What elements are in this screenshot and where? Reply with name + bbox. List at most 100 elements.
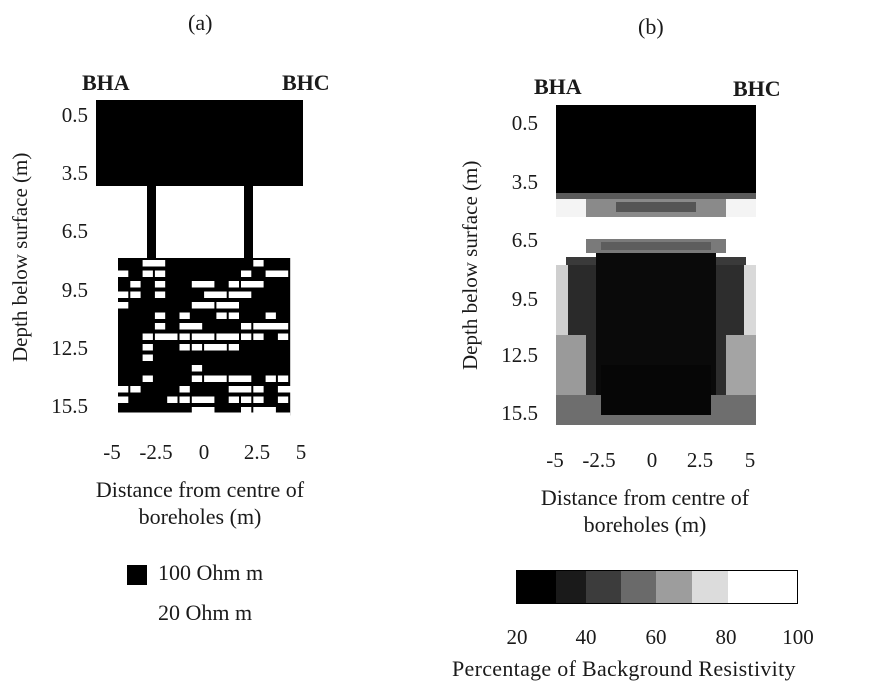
panel-a-cell	[277, 386, 301, 393]
colorbar-label: Percentage of Background Resistivity	[452, 656, 796, 681]
panel-b-ytick: 3.5	[511, 170, 538, 194]
panel-a-cell	[228, 375, 252, 382]
panel-b-cell	[601, 365, 711, 415]
panel-a-cell	[191, 333, 215, 340]
panel-a-xlabel: Distance from centre of boreholes (m)	[60, 476, 340, 530]
panel-b-xtick: -5	[546, 448, 564, 472]
panel-b-cell	[616, 202, 696, 212]
panel-a-cell	[191, 365, 203, 372]
legend-label-100-ohm: 100 Ohm m	[158, 560, 264, 585]
panel-a-cell	[265, 323, 289, 330]
panel-b-cell	[556, 335, 586, 405]
panel-a-cell	[253, 386, 264, 393]
panel-a-cell	[130, 291, 141, 298]
panel-a-top-layer	[96, 100, 303, 186]
panel-b-label: (b)	[638, 14, 664, 39]
panel-a-cell	[179, 396, 190, 403]
panel-a-cell	[118, 386, 129, 393]
panel-a-cell	[253, 396, 264, 403]
panel-a-cell	[241, 333, 252, 340]
panel-a-right-borehole: BHC	[282, 70, 330, 95]
panel-a-cell	[118, 291, 129, 298]
colorbar	[516, 570, 798, 604]
colorbar-tick: 20	[506, 625, 528, 649]
panel-a-cell	[154, 312, 166, 319]
panel-a-cell	[265, 270, 289, 277]
panel-a-cell	[142, 260, 166, 267]
panel-a-cell	[241, 396, 252, 403]
panel-a-cell	[241, 323, 252, 330]
panel-a-cell	[154, 333, 178, 340]
panel-a-cell	[191, 323, 203, 330]
panel-b-xlabel-line2: boreholes (m)	[583, 512, 707, 537]
panel-b-ytick: 15.5	[501, 401, 538, 425]
panel-b-cell	[726, 335, 756, 405]
panel-a-cell	[154, 291, 166, 298]
panel-a-cell	[118, 270, 129, 277]
panel-a-cell	[241, 281, 264, 288]
panel-a-cell	[228, 312, 239, 319]
panel-a-ytick: 15.5	[51, 394, 88, 418]
panel-b-left-borehole: BHA	[534, 74, 582, 99]
panel-a-xtick: -2.5	[139, 440, 173, 464]
panel-a-cell	[142, 375, 153, 382]
colorbar-segment	[656, 570, 692, 604]
panel-b-ytick: 9.5	[511, 287, 538, 311]
panel-a-ylabel: Depth below surface (m)	[8, 152, 32, 362]
panel-a-cell	[253, 407, 276, 414]
panel-a-cell	[228, 386, 252, 393]
panel-a-cell	[130, 386, 141, 393]
panel-b-xtick: 5	[744, 448, 756, 472]
panel-a-cell	[142, 333, 153, 340]
colorbar-segment	[692, 570, 728, 604]
panel-a-cell	[253, 323, 276, 330]
colorbar-segment	[621, 570, 656, 604]
panel-a-cell	[142, 354, 153, 361]
panel-a-cell	[179, 386, 190, 393]
panel-a-cell	[228, 333, 239, 340]
panel-a-cell	[228, 291, 252, 298]
panel-a-cell	[118, 396, 129, 403]
panel-b-right-borehole: BHC	[733, 76, 781, 101]
panel-a-cell	[216, 302, 239, 309]
colorbar-tick: 40	[575, 625, 597, 649]
panel-a-ytick: 12.5	[51, 336, 88, 360]
colorbar-tick: 60	[645, 625, 667, 649]
colorbar-tick: 100	[782, 625, 814, 649]
panel-a-xtick: -5	[103, 440, 121, 464]
panel-a-cell	[142, 344, 153, 351]
panel-a-cell	[179, 312, 190, 319]
panel-a-cell	[179, 323, 203, 330]
colorbar-segment	[516, 570, 556, 604]
panel-a-cell	[277, 333, 289, 340]
panel-a-ytick: 6.5	[61, 219, 88, 243]
panel-a-cell	[216, 312, 227, 319]
panel-a-cell	[179, 333, 190, 340]
panel-a-cell	[241, 270, 252, 277]
panel-a-cell	[191, 407, 215, 414]
colorbar-segment	[586, 570, 621, 604]
panel-a-cell	[216, 333, 239, 340]
panel-a-ytick: 3.5	[61, 161, 88, 185]
panel-a-right-borehole-column	[244, 186, 253, 262]
panel-a-cell	[191, 375, 203, 382]
panel-a-cell	[118, 302, 129, 309]
panel-a-xlabel-line1: Distance from centre of	[95, 477, 305, 502]
panel-b-xlabel: Distance from centre of boreholes (m)	[505, 484, 785, 538]
panel-b-cell	[726, 199, 756, 217]
colorbar-segment	[728, 570, 798, 604]
panel-b-ytick: 0.5	[511, 111, 538, 135]
panel-a-cell	[228, 344, 239, 351]
panel-a-heatmap	[96, 100, 303, 420]
panel-a-cell	[204, 344, 227, 351]
panel-b-xtick: 0	[646, 448, 658, 472]
panel-a-cell	[277, 375, 289, 382]
panel-a-cell	[253, 333, 264, 340]
panel-a-cell	[130, 281, 141, 288]
panel-a-cell	[265, 375, 276, 382]
panel-b-xtick: -2.5	[582, 448, 616, 472]
panel-a-xtick: 0	[198, 440, 210, 464]
panel-a-cell	[253, 260, 264, 267]
panel-b-ytick: 12.5	[501, 343, 538, 367]
colorbar-tick: 80	[715, 625, 737, 649]
